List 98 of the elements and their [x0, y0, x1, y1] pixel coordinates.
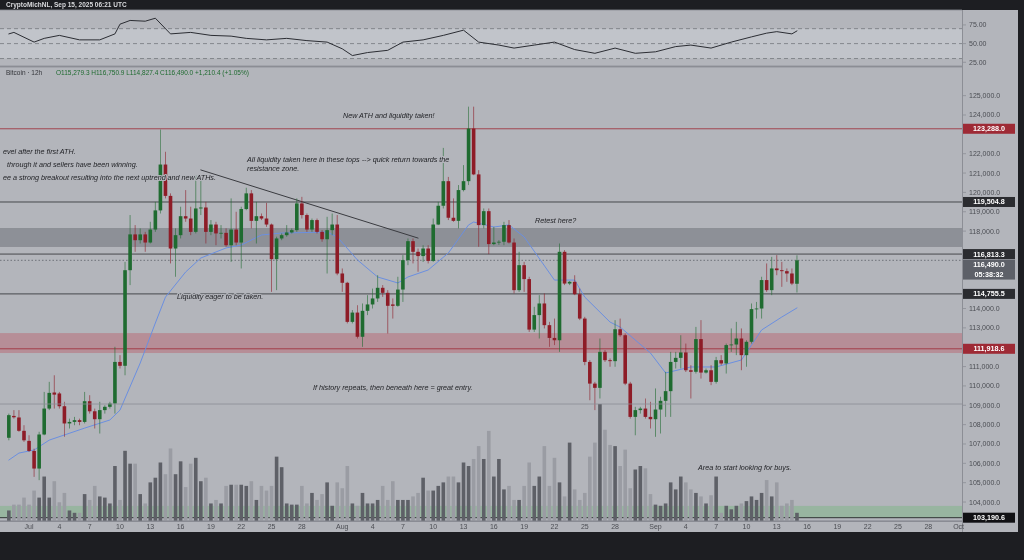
candlestick: [709, 364, 713, 386]
candlestick: [633, 406, 638, 436]
candlestick: [340, 268, 345, 293]
candlestick: [790, 268, 794, 286]
candlestick: [214, 221, 218, 246]
candlestick: [27, 434, 31, 453]
bar: [234, 484, 238, 521]
candlestick: [320, 229, 324, 243]
bar: [719, 512, 723, 521]
bar: [209, 503, 213, 521]
candlestick: [219, 224, 223, 239]
candlestick: [502, 221, 506, 246]
candlestick: [785, 268, 789, 283]
candlestick: [330, 213, 334, 236]
bar: [699, 496, 703, 521]
bar: [188, 463, 193, 521]
bar: [486, 430, 491, 521]
bar: [229, 484, 233, 521]
bar: [769, 496, 774, 521]
bar: [92, 485, 97, 521]
candlestick: [396, 276, 400, 308]
bar: [694, 492, 698, 521]
candlestick: [769, 256, 774, 296]
line-series: [8, 17, 798, 57]
bar: [224, 485, 228, 521]
candlestick: [704, 368, 708, 374]
candlestick: [17, 409, 21, 433]
candlestick: [411, 238, 415, 264]
bar: [704, 503, 708, 521]
bar: [118, 499, 122, 521]
candlestick: [673, 351, 678, 369]
candlestick: [532, 306, 537, 333]
candlestick: [234, 211, 238, 246]
candlestick: [774, 254, 779, 276]
bar: [219, 503, 223, 521]
bar: [724, 505, 729, 521]
bar: [633, 469, 638, 521]
candlestick: [183, 189, 188, 223]
candlestick: [97, 401, 102, 434]
bar: [714, 476, 718, 521]
candlestick: [689, 364, 693, 399]
bar: [204, 477, 208, 521]
candlestick: [426, 244, 430, 264]
bar: [143, 503, 148, 521]
candlestick: [32, 448, 36, 478]
bar: [421, 477, 425, 521]
bar: [709, 495, 713, 521]
candlestick: [714, 356, 718, 384]
bar: [239, 484, 244, 521]
candlestick: [522, 261, 526, 293]
candlestick: [684, 343, 688, 373]
candlestick: [305, 213, 309, 233]
bar: [598, 404, 602, 521]
candlestick: [608, 358, 612, 368]
bar: [133, 463, 137, 521]
candlestick: [284, 224, 289, 238]
bar: [310, 492, 314, 521]
candlestick: [497, 239, 501, 246]
candlestick: [47, 381, 52, 411]
candlestick: [678, 334, 683, 369]
candlestick: [421, 244, 425, 263]
candlestick: [724, 343, 729, 374]
candlestick: [588, 359, 592, 401]
candlestick: [618, 318, 622, 338]
candlestick: [416, 248, 420, 273]
candlestick: [188, 206, 193, 236]
candlestick: [795, 254, 799, 293]
candlestick: [244, 187, 249, 211]
bar: [138, 494, 142, 521]
bar: [481, 458, 486, 521]
candlestick: [118, 354, 122, 369]
candlestick: [406, 238, 410, 266]
bar: [335, 482, 340, 521]
candlestick: [481, 208, 486, 229]
bar: [517, 499, 521, 521]
bar: [431, 490, 436, 521]
candlestick: [199, 178, 203, 216]
candlestick: [780, 261, 784, 288]
candlestick: [7, 413, 11, 441]
candlestick: [133, 224, 137, 253]
candlestick: [593, 381, 597, 411]
candlestick: [22, 424, 26, 443]
bar: [678, 476, 683, 521]
bar: [613, 446, 617, 521]
candlestick: [92, 408, 97, 429]
bar: [7, 510, 11, 521]
candlestick: [229, 198, 233, 263]
candlestick: [209, 219, 213, 236]
bar: [426, 490, 430, 521]
bar: [148, 482, 153, 521]
candlestick: [300, 196, 304, 219]
bar: [795, 512, 799, 521]
candlestick: [365, 294, 370, 316]
candlestick: [143, 231, 148, 253]
candlestick: [224, 228, 228, 248]
bar: [214, 499, 218, 521]
candlestick: [325, 216, 329, 274]
bar: [532, 485, 537, 521]
